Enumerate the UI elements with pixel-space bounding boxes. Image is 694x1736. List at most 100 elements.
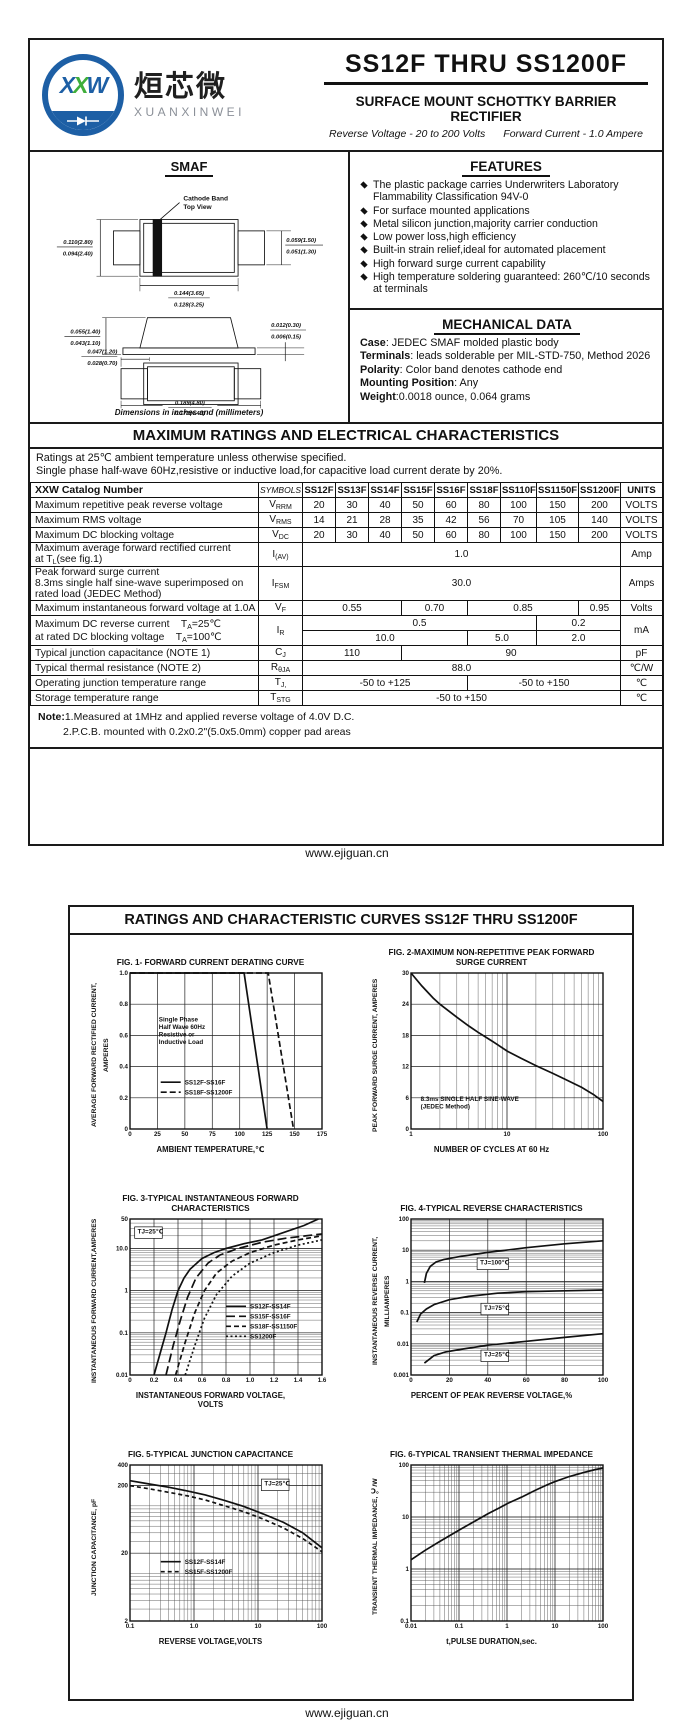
svg-text:100: 100 <box>598 1131 609 1138</box>
svg-text:0.012(0.30): 0.012(0.30) <box>271 323 301 329</box>
logo-xxw-text: XXW <box>59 72 108 98</box>
ratings-conditions: Ratings at 25℃ ambient temperature unles… <box>30 449 662 482</box>
value-cell: 90 <box>401 645 621 661</box>
svg-text:100: 100 <box>598 1377 609 1384</box>
svg-text:0.043(1.10): 0.043(1.10) <box>70 341 100 347</box>
figure-1-chart: 0 25 50 75 100 125 150 175 0 0.2 0.4 0.6 0.8 1.0 Singl… <box>119 970 327 1138</box>
figure-3-ylabel: INSTANTANEOUS FORWARD CURRENT,AMPERES <box>91 1218 98 1384</box>
value-cell: 60 <box>434 497 468 513</box>
svg-text:SS12F-SS14F: SS12F-SS14F <box>185 1559 226 1566</box>
bullet-icon <box>360 260 368 268</box>
bullet-icon <box>360 273 368 281</box>
value-cell: 28 <box>368 512 402 528</box>
row-label: Typical junction capacitance (NOTE 1) <box>30 645 259 661</box>
value-cell: 5.0 <box>467 630 537 646</box>
svg-text:24: 24 <box>402 1001 409 1008</box>
logo-diode-icon <box>48 111 118 130</box>
datasheet-page-1: XXW 烜芯微 XUANXINWEI SS12F THRU SS1200F SU… <box>28 38 664 846</box>
row-unit: VOLTS <box>620 497 663 513</box>
table-row: Operating junction temperature range TJ, -… <box>30 675 663 691</box>
svg-text:TJ=25℃: TJ=25℃ <box>264 1481 290 1488</box>
figure-5-chart: 0.1 1.0 10 100 2 20 200 400 TJ=25℃ SS12F-SS14F SS1… <box>118 1462 328 1630</box>
row-symbol: RθJA <box>258 660 303 676</box>
svg-text:1.6: 1.6 <box>318 1377 327 1384</box>
svg-text:10: 10 <box>504 1131 511 1138</box>
logo-english-name: XUANXINWEI <box>134 104 246 119</box>
value-cell: 140 <box>578 512 621 528</box>
svg-text:TJ=100℃: TJ=100℃ <box>480 1260 510 1267</box>
logo-circle-icon: XXW <box>42 54 124 136</box>
svg-text:0.6: 0.6 <box>198 1377 207 1384</box>
package-name: SMAF <box>30 159 348 177</box>
row-symbol: VF <box>258 600 303 616</box>
column-header-part: SS15F <box>401 482 435 498</box>
svg-text:0.001: 0.001 <box>394 1372 410 1379</box>
svg-text:100: 100 <box>317 1623 328 1630</box>
row-symbol: IFSM <box>258 566 303 601</box>
footnote-1: 1.Measured at 1MHz and applied reverse v… <box>64 711 355 723</box>
svg-text:0.028(0.70): 0.028(0.70) <box>87 361 117 367</box>
value-cell: 0.55 <box>302 600 402 616</box>
svg-text:0.01: 0.01 <box>397 1341 410 1348</box>
company-logo: XXW 烜芯微 XUANXINWEI <box>30 40 320 150</box>
svg-text:1.0: 1.0 <box>119 970 128 977</box>
table-row: Peak forward surge current 8.3ms single h… <box>30 566 663 601</box>
svg-text:100: 100 <box>598 1623 609 1630</box>
value-cell: 0.95 <box>578 600 621 616</box>
row-symbol: VRMS <box>258 512 303 528</box>
svg-text:0.01: 0.01 <box>405 1623 418 1630</box>
svg-text:0.8: 0.8 <box>119 1001 128 1008</box>
svg-text:20: 20 <box>121 1550 128 1557</box>
table-row: 10.0 5.0 2.0 <box>31 630 663 646</box>
svg-text:0.110(2.80): 0.110(2.80) <box>63 240 93 246</box>
svg-text:0: 0 <box>128 1377 132 1384</box>
title-block: SS12F THRU SS1200F SURFACE MOUNT SCHOTTK… <box>320 40 662 150</box>
table-row: Maximum RMS voltage VRMS 14 21 28 35 42 56 70 105… <box>30 512 663 528</box>
svg-text:2: 2 <box>125 1618 129 1625</box>
mechanical-data-title: MECHANICAL DATA <box>360 317 654 335</box>
column-header-catalog: XXW Catalog Number <box>30 482 259 498</box>
svg-text:SS15F-SS16F: SS15F-SS16F <box>250 1314 291 1321</box>
svg-text:0.055(1.40): 0.055(1.40) <box>70 330 100 336</box>
svg-text:1: 1 <box>406 1566 410 1573</box>
svg-text:1.2: 1.2 <box>270 1377 279 1384</box>
value-cell: 60 <box>434 527 468 543</box>
value-cell: 14 <box>302 512 336 528</box>
value-cell: 200 <box>578 497 621 513</box>
svg-text:0: 0 <box>409 1377 413 1384</box>
forward-current-rating: Forward Current - 1.0 Ampere <box>503 128 643 140</box>
value-cell: 50 <box>401 527 435 543</box>
column-header-symbols: SYMBOLS <box>258 482 303 498</box>
svg-text:75: 75 <box>209 1131 216 1138</box>
svg-text:1: 1 <box>125 1288 129 1295</box>
svg-text:Half Wave 60Hz: Half Wave 60Hz <box>159 1024 205 1031</box>
row-label: Typical thermal resistance (NOTE 2) <box>30 660 259 676</box>
logo-wordmark: 烜芯微 XUANXINWEI <box>134 72 245 119</box>
page1-footer-url: www.ejiguan.cn <box>305 846 389 860</box>
value-cell: 150 <box>536 527 579 543</box>
value-cell: 0.85 <box>467 600 579 616</box>
row-label: Maximum DC reverse current TA=25℃ at rate… <box>30 615 259 646</box>
bullet-icon <box>360 233 368 241</box>
svg-text:30: 30 <box>402 970 409 977</box>
value-cell: 0.70 <box>401 600 468 616</box>
row-unit: ℃/W <box>620 660 663 676</box>
figure-1-title: FIG. 1- FORWARD CURRENT DERATING CURVE <box>116 957 305 967</box>
ratings-condition-1: Ratings at 25℃ ambient temperature unles… <box>36 452 347 464</box>
table-row: Typical thermal resistance (NOTE 2) RθJA 8… <box>30 660 663 676</box>
feature-item: Low power loss,high efficiency <box>358 231 654 243</box>
svg-text:TJ=25℃: TJ=25℃ <box>484 1352 510 1359</box>
svg-text:SS1200F: SS1200F <box>250 1334 276 1341</box>
svg-text:1: 1 <box>406 1278 410 1285</box>
column-header-part: SS14F <box>368 482 402 498</box>
row-symbol: CJ <box>258 645 303 661</box>
features-title: FEATURES <box>358 159 654 177</box>
row-label: Maximum instantaneous forward voltage at… <box>30 600 259 616</box>
svg-text:0.1: 0.1 <box>119 1330 128 1337</box>
value-cell: 35 <box>401 512 435 528</box>
row-symbol: I(AV) <box>258 542 303 567</box>
figure-6-title: FIG. 6-TYPICAL TRANSIENT THERMAL IMPEDAN… <box>389 1449 594 1459</box>
figure-2-xlabel: NUMBER OF CYCLES AT 60 Hz <box>433 1145 550 1154</box>
figure-1-xlabel: AMBIENT TEMPERATURE,℃ <box>156 1145 265 1154</box>
table-row: Maximum average forward rectified curren… <box>30 542 663 567</box>
